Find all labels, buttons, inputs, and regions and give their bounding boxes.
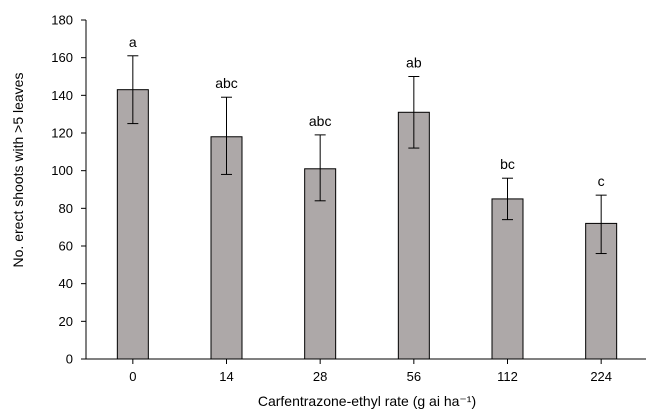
- bars-layer: [116, 89, 618, 360]
- y-tick-label-140: 140: [51, 88, 73, 103]
- y-tick-label-180: 180: [51, 13, 73, 28]
- error-bar-14: [221, 96, 232, 175]
- significance-label-14: abc: [215, 75, 238, 91]
- significance-label-56: ab: [406, 55, 422, 71]
- bar-112: [491, 198, 524, 360]
- y-tick-label-40: 40: [59, 276, 73, 291]
- x-tick-label-28: 28: [313, 369, 327, 384]
- x-tick-label-112: 112: [497, 369, 518, 384]
- x-tick-label-0: 0: [129, 369, 136, 384]
- bar-56: [397, 111, 430, 360]
- error-bar-112: [502, 177, 513, 221]
- significance-label-112: bc: [500, 156, 515, 172]
- x-axis-ticks: 0 14 28 56 112 224: [129, 359, 612, 384]
- y-tick-label-120: 120: [51, 126, 73, 141]
- error-bar-56: [408, 76, 420, 149]
- error-bars-layer: [127, 55, 607, 255]
- y-tick-label-80: 80: [59, 201, 73, 216]
- y-tick-label-60: 60: [59, 239, 73, 254]
- error-bar-224: [595, 194, 607, 255]
- significance-labels-layer: a abc abc ab bc c: [129, 34, 605, 189]
- x-tick-label-224: 224: [590, 369, 612, 384]
- error-bar-28: [314, 134, 326, 202]
- significance-label-0: a: [129, 34, 137, 50]
- x-tick-label-56: 56: [407, 369, 421, 384]
- significance-label-28: abc: [309, 113, 332, 129]
- y-axis-title: No. erect shoots with >5 leaves: [10, 73, 26, 268]
- y-axis-ticks: 0 20 40 60 80 100 120 140 160 180: [51, 13, 86, 367]
- y-tick-label-100: 100: [51, 163, 73, 178]
- y-tick-label-160: 160: [51, 50, 73, 65]
- y-tick-label-0: 0: [66, 352, 73, 367]
- x-tick-label-14: 14: [219, 369, 233, 384]
- error-bar-0: [127, 55, 139, 125]
- y-tick-label-20: 20: [59, 314, 73, 329]
- significance-label-224: c: [598, 173, 605, 189]
- axes-layer: [85, 20, 646, 360]
- bar-0: [116, 89, 149, 360]
- x-axis-title: Carfentrazone-ethyl rate (g ai ha⁻¹): [258, 393, 476, 409]
